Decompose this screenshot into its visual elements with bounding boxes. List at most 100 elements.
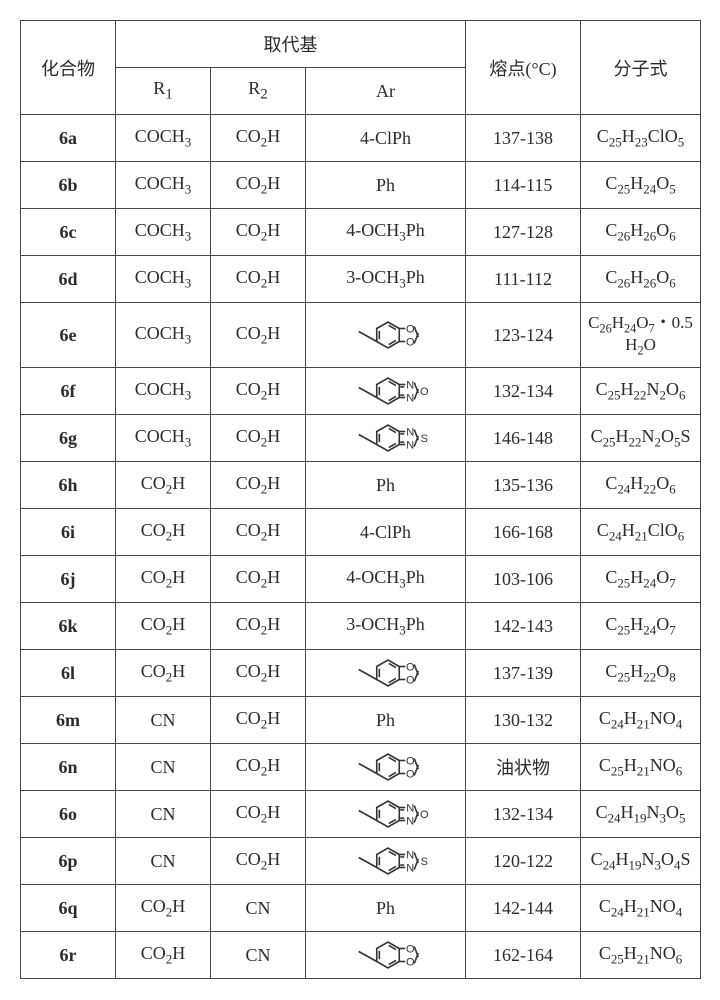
cell-mf: C26H24O7・0.5H2O [581,303,701,368]
cell-mf: C26H26O6 [581,209,701,256]
cell-compound-id: 6o [21,791,116,838]
svg-text:O: O [405,675,414,687]
cell-ar: 4-ClPh [306,509,466,556]
table-row: 6bCOCH3CO2HPh114-115C25H24O5 [21,162,701,209]
cell-r1: CO2H [116,509,211,556]
cell-r1: CN [116,791,211,838]
th-r1: R1 [116,68,211,115]
cell-mp: 130-132 [466,697,581,744]
svg-text:O: O [405,337,414,349]
cell-mf: C25H21NO6 [581,744,701,791]
cell-r1: CO2H [116,462,211,509]
cell-mf: C25H24O7 [581,603,701,650]
cell-mp: 127-128 [466,209,581,256]
table-row: 6lCO2HCO2HOO137-139C25H22O8 [21,650,701,697]
cell-r1: COCH3 [116,162,211,209]
cell-r1: COCH3 [116,415,211,462]
table-row: 6oCNCO2HNNO132-134C24H19N3O5 [21,791,701,838]
cell-r2: CO2H [211,303,306,368]
cell-mp: 132-134 [466,791,581,838]
cell-mf: C26H26O6 [581,256,701,303]
table-row: 6qCO2HCNPh142-144C24H21NO4 [21,885,701,932]
cell-ar: OO [306,303,466,368]
svg-text:O: O [405,324,414,336]
cell-mp: 166-168 [466,509,581,556]
table-row: 6kCO2HCO2H3-OCH3Ph142-143C25H24O7 [21,603,701,650]
cell-mf: C24H21ClO6 [581,509,701,556]
cell-r2: CO2H [211,368,306,415]
cell-r2: CO2H [211,462,306,509]
cell-compound-id: 6h [21,462,116,509]
table-head: 化合物 取代基 熔点(°C) 分子式 R1 R2 Ar [21,21,701,115]
cell-mp: 132-134 [466,368,581,415]
cell-mf: C25H24O5 [581,162,701,209]
cell-r2: CO2H [211,209,306,256]
cell-r2: CO2H [211,744,306,791]
cell-mf: C25H21NO6 [581,932,701,979]
svg-text:N: N [406,850,414,862]
cell-compound-id: 6i [21,509,116,556]
cell-r2: CO2H [211,509,306,556]
cell-r1: CN [116,744,211,791]
cell-r2: CN [211,932,306,979]
cell-mp: 137-139 [466,650,581,697]
cell-mf: C25H22N2O6 [581,368,701,415]
cell-r1: CO2H [116,603,211,650]
svg-text:N: N [406,863,414,875]
table-row: 6aCOCH3CO2H4-ClPh137-138C25H23ClO5 [21,115,701,162]
cell-mf: C24H21NO4 [581,697,701,744]
svg-text:O: O [405,944,414,956]
svg-text:S: S [420,433,427,445]
cell-compound-id: 6d [21,256,116,303]
svg-text:N: N [406,816,414,828]
cell-mp: 135-136 [466,462,581,509]
cell-ar: NNO [306,368,466,415]
cell-compound-id: 6q [21,885,116,932]
cell-mf: C25H22O8 [581,650,701,697]
cell-r2: CO2H [211,650,306,697]
cell-mp: 114-115 [466,162,581,209]
cell-r2: CO2H [211,115,306,162]
cell-compound-id: 6l [21,650,116,697]
cell-ar: 4-OCH3Ph [306,556,466,603]
cell-ar: NNS [306,838,466,885]
svg-text:N: N [406,803,414,815]
table-row: 6dCOCH3CO2H3-OCH3Ph111-112C26H26O6 [21,256,701,303]
table-row: 6jCO2HCO2H4-OCH3Ph103-106C25H24O7 [21,556,701,603]
th-mp: 熔点(°C) [466,21,581,115]
cell-compound-id: 6a [21,115,116,162]
table-row: 6fCOCH3CO2HNNO132-134C25H22N2O6 [21,368,701,415]
cell-ar: Ph [306,162,466,209]
cell-r1: CO2H [116,885,211,932]
table-row: 6eCOCH3CO2HOO123-124C26H24O7・0.5H2O [21,303,701,368]
cell-mp: 111-112 [466,256,581,303]
cell-r1: COCH3 [116,115,211,162]
cell-r1: COCH3 [116,368,211,415]
cell-r1: CO2H [116,650,211,697]
cell-mp: 103-106 [466,556,581,603]
svg-text:N: N [406,393,414,405]
cell-compound-id: 6m [21,697,116,744]
cell-ar: OO [306,932,466,979]
svg-text:O: O [405,769,414,781]
svg-text:O: O [405,662,414,674]
cell-r1: CO2H [116,556,211,603]
th-mf: 分子式 [581,21,701,115]
cell-compound-id: 6f [21,368,116,415]
cell-r2: CO2H [211,415,306,462]
cell-mf: C24H19N3O5 [581,791,701,838]
cell-r2: CO2H [211,556,306,603]
cell-r2: CO2H [211,838,306,885]
cell-mp: 142-143 [466,603,581,650]
cell-r2: CO2H [211,791,306,838]
svg-text:N: N [406,427,414,439]
cell-r2: CO2H [211,697,306,744]
cell-r1: COCH3 [116,209,211,256]
cell-mp: 146-148 [466,415,581,462]
cell-ar: NNO [306,791,466,838]
cell-compound-id: 6p [21,838,116,885]
cell-ar: Ph [306,462,466,509]
th-r2: R2 [211,68,306,115]
cell-mf: C25H23ClO5 [581,115,701,162]
cell-ar: 4-ClPh [306,115,466,162]
